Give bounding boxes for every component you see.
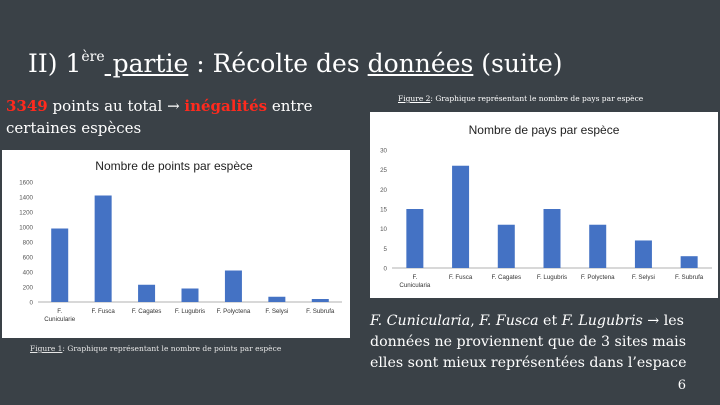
chart-1-ytick: 0 [30, 300, 34, 307]
chart-1-bar [94, 195, 112, 302]
chart-2-ytick: 25 [380, 167, 387, 174]
chart-1-ytick: 200 [23, 285, 34, 292]
chart-2-category-label: F. Fusca [449, 274, 473, 281]
chart-1-bar [311, 299, 329, 302]
conclusion-sep-1: , [470, 313, 480, 329]
slide-title: II) 1ère partie : Récolte des données (s… [28, 40, 708, 81]
countries-chart-svg: Nombre de pays par espèce 0 5 10 15 20 25 30 F. C… [380, 123, 712, 289]
chart-1-ytick: 800 [23, 240, 34, 247]
title-part: partie [104, 49, 189, 78]
chart-2-bar [543, 209, 561, 268]
chart-1-bar [51, 228, 69, 302]
title-superscript: ère [81, 49, 105, 65]
chart-2-category-label: F. Cunicularia [399, 274, 431, 289]
conclusion-text: F. Cunicularia, F. Fusca et F. Lugubris … [370, 311, 716, 374]
conclusion-rest: → les données ne proviennent que de 3 si… [370, 313, 687, 371]
figure-2-caption: Figure 2: Graphique représentant le nomb… [398, 94, 643, 103]
chart-2-bar [497, 224, 515, 268]
figure-2-label: Figure 2 [398, 94, 431, 103]
chart-2-ytick: 0 [384, 266, 388, 273]
chart-2-category-label: F. Cagates [491, 274, 521, 281]
chart-1-category-label: F. Fusca [91, 308, 115, 315]
chart-2-ytick: 30 [380, 148, 387, 155]
chart-2-title: Nombre de pays par espèce [469, 123, 620, 137]
countries-per-species-chart: Nombre de pays par espèce 0 5 10 15 20 25 30 F. C… [370, 112, 718, 298]
points-chart-svg: Nombre de points par espèce 0 200 400 600 800… [19, 159, 342, 323]
chart-1-bar [138, 284, 156, 302]
species-fusca: F. Fusca [479, 313, 539, 329]
chart-2-bar [406, 209, 424, 268]
chart-1-category-label: F. Cagates [132, 308, 162, 315]
chart-2-bar [589, 224, 607, 268]
chart-1-category-label: F. Subrufa [306, 308, 335, 315]
chart-1-category-label: F. Lugubris [175, 308, 205, 315]
chart-1-bar [268, 296, 286, 302]
chart-1-ytick: 400 [23, 270, 34, 277]
chart-1-ytick: 1600 [19, 180, 33, 187]
chart-1-ytick: 1400 [19, 195, 33, 202]
chart-1-ytick: 1200 [19, 210, 33, 217]
figure-2-text: : Graphique représentant le nombre de pa… [430, 94, 644, 103]
species-lugubris: F. Lugubris [561, 313, 643, 329]
chart-2-category-label: F. Polyctena [581, 274, 615, 281]
chart-2-category-label: F. Selysi [632, 274, 655, 281]
chart-2-ytick: 20 [380, 187, 387, 194]
conclusion-sep-2: et [538, 313, 562, 329]
figure-1-caption: Figure 1: Graphique représentant le nomb… [30, 344, 281, 353]
species-cunicularia: F. Cunicularia [370, 313, 471, 329]
chart-2-category-label: F. Lugubris [537, 274, 567, 281]
chart-1-bar [181, 288, 199, 302]
chart-2-bar [680, 256, 698, 268]
points-per-species-chart: Nombre de points par espèce 0 200 400 600 800… [2, 150, 350, 338]
page-number: 6 [677, 378, 686, 393]
subtitle-highlight: inégalités [184, 97, 268, 115]
title-prefix: II) 1 [28, 49, 82, 78]
slide-subtitle: 3349 points au total → inégalités entre … [6, 95, 336, 139]
chart-2-bar [634, 240, 652, 268]
figure-1-text: : Graphique représentant le nombre de po… [62, 344, 282, 353]
chart-1-category-label: F. Polyctena [217, 308, 251, 315]
chart-2-ytick: 5 [384, 246, 388, 253]
figure-1-label: Figure 1 [30, 344, 63, 353]
chart-2-bar [452, 165, 470, 268]
subtitle-end: entre certaines espèces [6, 97, 313, 137]
chart-1-ytick: 600 [23, 255, 34, 262]
chart-1-category-label: F. Selysi [265, 308, 288, 315]
chart-1-ytick: 1000 [19, 225, 33, 232]
chart-2-ytick: 10 [380, 226, 387, 233]
chart-1-category-label: F. Cunicularie [44, 308, 76, 323]
title-donnees: données [367, 49, 474, 78]
chart-2-ytick: 15 [380, 207, 387, 214]
total-points-number: 3349 [6, 97, 48, 115]
chart-1-title: Nombre de points par espèce [95, 159, 253, 173]
chart-2-category-label: F. Subrufa [675, 274, 704, 281]
subtitle-mid: points au total → [47, 97, 185, 115]
chart-1-bar [224, 270, 242, 302]
title-rest: : Récolte des [188, 49, 368, 78]
title-suffix: (suite) [473, 49, 563, 78]
